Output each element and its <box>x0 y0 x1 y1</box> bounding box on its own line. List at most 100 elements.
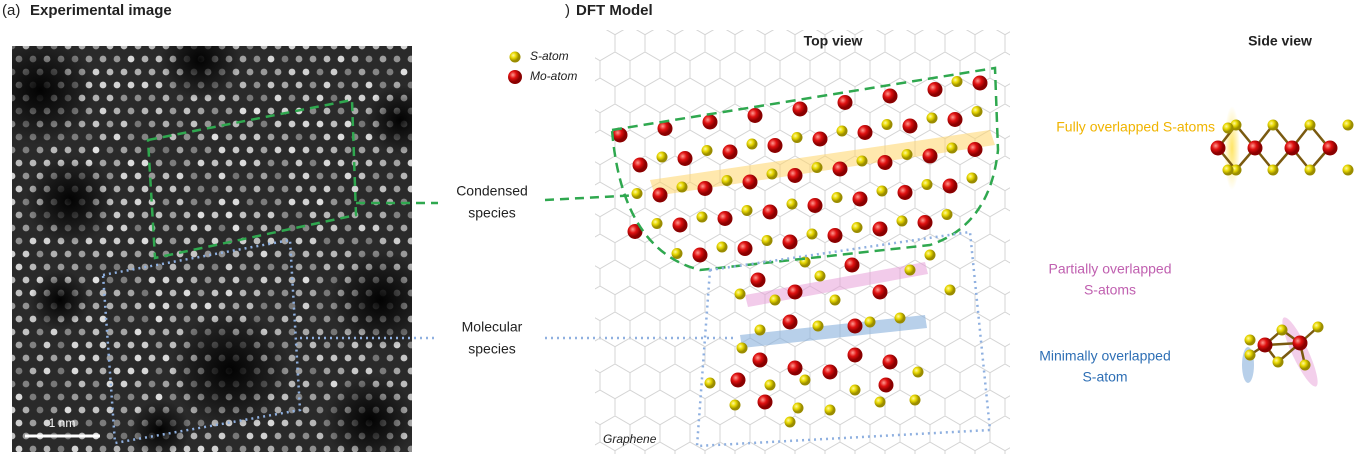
stem-spot <box>197 263 205 271</box>
stem-spot <box>99 445 107 452</box>
stem-spot <box>71 341 79 349</box>
stem-spot <box>415 43 422 50</box>
stem-spot <box>422 420 429 427</box>
stem-spot <box>92 406 100 414</box>
stem-spot <box>344 198 352 206</box>
stem-spot <box>64 146 72 154</box>
stem-spot <box>64 328 72 336</box>
stem-spot <box>295 393 303 401</box>
s-atom <box>671 248 683 259</box>
s-atom <box>676 181 688 193</box>
stem-spot <box>218 250 226 258</box>
stem-spot <box>246 46 254 50</box>
stem-spot <box>204 224 212 232</box>
stem-spot <box>316 302 324 310</box>
stem-spot <box>183 107 191 115</box>
stem-spot <box>379 237 387 245</box>
mo-atom <box>1322 140 1338 156</box>
s-atom <box>1276 324 1288 336</box>
stem-spot <box>288 46 296 50</box>
stem-spot <box>295 133 303 141</box>
stem-spot <box>99 419 107 427</box>
stem-spot <box>379 55 387 63</box>
mo-atom <box>730 372 746 388</box>
stem-spot <box>316 380 324 388</box>
stem-spot <box>36 250 44 258</box>
stem-spot <box>15 185 23 193</box>
stem-spot <box>71 133 79 141</box>
stem-spot <box>295 419 303 427</box>
mo-atom <box>827 228 843 243</box>
stem-spot <box>15 419 23 427</box>
stem-spot <box>22 328 30 336</box>
stem-spot <box>113 393 121 401</box>
stem-spot <box>422 212 429 219</box>
stem-spot <box>323 185 331 193</box>
stem-spot <box>260 276 268 284</box>
stem-spot <box>50 328 58 336</box>
s-atom <box>1230 164 1242 176</box>
stem-void <box>30 270 90 330</box>
panel-title: DFT Model <box>576 2 653 19</box>
stem-spot <box>337 185 345 193</box>
highlight <box>1282 317 1318 387</box>
stem-spot <box>316 406 324 414</box>
stem-spot <box>422 342 429 349</box>
stem-spot <box>12 146 16 154</box>
stem-spot <box>253 237 261 245</box>
stem-spot <box>127 133 135 141</box>
stem-spot <box>316 198 324 206</box>
stem-spot <box>12 302 16 310</box>
stem-spot <box>85 341 93 349</box>
mo-atom <box>627 224 643 239</box>
s-atom <box>1222 164 1234 176</box>
s-atom <box>1342 164 1354 176</box>
stem-spot <box>274 276 282 284</box>
mo-atom <box>752 352 768 368</box>
stem-spot <box>29 237 37 245</box>
stem-spot <box>239 289 247 297</box>
s-atom <box>901 149 913 160</box>
stem-spot <box>127 185 135 193</box>
stem-spot <box>309 445 317 452</box>
stem-spot <box>415 277 422 284</box>
stem-spot <box>12 250 16 258</box>
stem-spot <box>274 172 282 180</box>
stem-spot <box>92 46 100 50</box>
stem-spot <box>422 238 429 245</box>
stem-spot <box>407 159 412 167</box>
stem-spot <box>344 172 352 180</box>
stem-spot <box>337 237 345 245</box>
stem-spot <box>415 121 422 128</box>
mo-atom <box>742 174 758 190</box>
stem-spot <box>155 393 163 401</box>
stem-spot <box>197 107 205 115</box>
stem-spot <box>288 380 296 388</box>
stem-spot <box>50 354 58 362</box>
stem-spot <box>176 224 184 232</box>
stem-spot <box>344 68 352 76</box>
stem-spot <box>190 198 198 206</box>
stem-spot <box>225 445 233 452</box>
stem-spot <box>323 393 331 401</box>
stem-spot <box>302 354 310 362</box>
stem-spot <box>12 380 16 388</box>
stem-spot <box>12 328 16 336</box>
stem-spot <box>113 237 121 245</box>
stem-spot <box>393 237 401 245</box>
stem-spot <box>134 354 142 362</box>
stem-spot <box>232 250 240 258</box>
s-atom <box>696 211 708 223</box>
stem-spot <box>316 46 324 50</box>
stem-spot <box>162 380 170 388</box>
stem-spot <box>422 446 429 453</box>
mo-atom <box>652 187 668 203</box>
stem-spot <box>302 380 310 388</box>
stem-spot <box>127 393 135 401</box>
stem-spot <box>134 250 142 258</box>
stem-spot <box>330 328 338 336</box>
stem-spot <box>316 276 324 284</box>
side-view-model <box>1210 119 1354 371</box>
s-atom <box>1244 349 1256 361</box>
s-atom <box>921 179 933 190</box>
